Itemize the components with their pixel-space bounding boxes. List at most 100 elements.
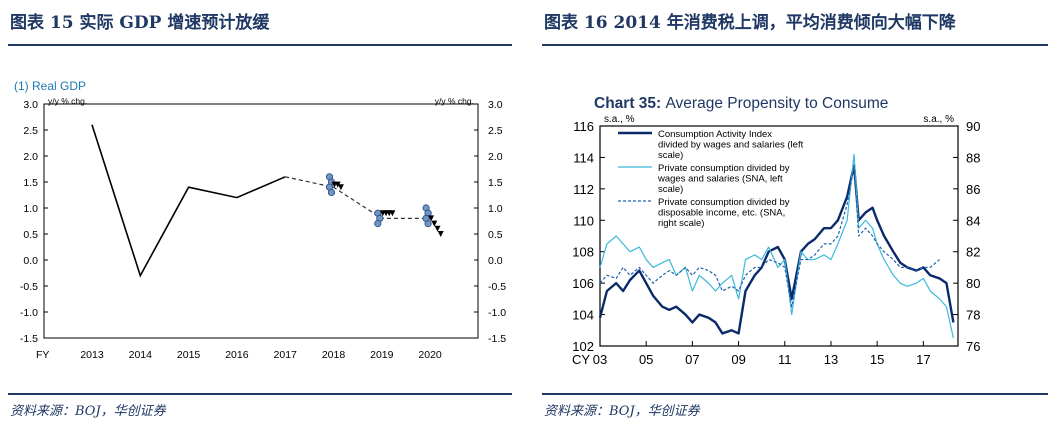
y-tick-label-left: 102 xyxy=(572,339,594,354)
y-tick-label-right: 88 xyxy=(966,150,980,165)
x-tick-label: 2019 xyxy=(370,349,394,361)
x-tick-label: 15 xyxy=(870,352,884,367)
left-source-note: 资料来源：BOJ，华创证券 xyxy=(10,404,166,419)
legend-entry-text: divided by wages and salaries (left xyxy=(658,140,804,151)
right-figure-panel: 图表 16 2014 年消费税上调，平均消费倾向大幅下降 Chart 35: A… xyxy=(534,0,1056,430)
x-tick-label: 07 xyxy=(685,352,699,367)
y-tick-label-left: 106 xyxy=(572,276,594,291)
right-top-rule xyxy=(542,44,1048,46)
y-tick-label-left: 3.0 xyxy=(23,99,38,111)
y-tick-label-left: 2.5 xyxy=(23,125,38,137)
y-tick-label-right: -1.5 xyxy=(488,333,506,345)
y-tick-label-right: 90 xyxy=(966,119,980,134)
legend-entry-text: right scale) xyxy=(658,218,704,229)
forecast-dot xyxy=(374,220,382,228)
plot-frame xyxy=(599,125,959,347)
y-tick-label-left: -0.5 xyxy=(20,281,38,293)
y-axis-label-left: y/y % chg. xyxy=(48,96,87,106)
chart-title: (1) Real GDP xyxy=(14,79,86,93)
right-figure-title: 图表 16 2014 年消费税上调，平均消费倾向大幅下降 xyxy=(544,13,956,33)
actual-gdp-line xyxy=(91,124,286,278)
y-tick-label-left: -1.5 xyxy=(20,333,38,345)
x-axis-label: CY xyxy=(572,352,590,367)
y-tick-label-right: 3.0 xyxy=(488,99,503,111)
forecast-triangle xyxy=(434,225,441,232)
y-tick-label-right: 84 xyxy=(966,213,980,228)
y-tick-label-left: 116 xyxy=(573,119,594,134)
legend-entry-text: Private consumption divided by xyxy=(658,197,790,208)
y-tick-label-right: -1.0 xyxy=(488,307,506,319)
y-tick-label-right: 1.5 xyxy=(488,177,503,189)
x-tick-label: 11 xyxy=(778,352,792,367)
y-tick-label-left: 2.0 xyxy=(23,151,38,163)
left-figure-panel: 图表 15 实际 GDP 增速预计放缓 (1) Real GDP y/y % ch… xyxy=(0,0,520,430)
y-axis-label-right: y/y % chg. xyxy=(435,96,474,106)
left-bottom-rule xyxy=(8,393,512,395)
y-axis-label-right: s.a., % xyxy=(923,114,954,125)
y-tick-label-right: 0.5 xyxy=(488,229,503,241)
x-tick-label: 13 xyxy=(824,352,838,367)
private-consumption-income-line xyxy=(599,164,940,308)
forecast-dot xyxy=(424,220,432,228)
x-tick-label: 2015 xyxy=(177,349,201,361)
legend-entry-text: Consumption Activity Index xyxy=(658,129,772,140)
legend-entry-text: Private consumption divided by xyxy=(658,163,790,174)
real-gdp-chart: (1) Real GDP y/y % chg. y/y % chg. 3.0 3.0 2.… xyxy=(14,79,506,361)
y-tick-label-right: 2.0 xyxy=(488,151,503,163)
y-tick-label-left: 1.0 xyxy=(23,203,38,215)
y-tick-label-left: 112 xyxy=(573,182,594,197)
x-tick-label: 2017 xyxy=(274,349,298,361)
forecast-triangle xyxy=(334,181,341,188)
y-tick-label-left: 108 xyxy=(572,245,594,260)
y-tick-label-right: 2.5 xyxy=(488,125,503,137)
plot-frame xyxy=(43,103,479,339)
x-tick-label: 03 xyxy=(593,352,607,367)
left-top-rule xyxy=(8,44,512,46)
y-tick-label-right: 76 xyxy=(966,339,980,354)
y-tick-label-right: 82 xyxy=(966,245,980,260)
chart-title: Chart 35: Average Propensity to Consume xyxy=(594,95,888,112)
y-axis-label-left: s.a., % xyxy=(604,114,635,125)
x-tick-label: 2014 xyxy=(129,349,153,361)
legend-entry-text: scale) xyxy=(658,150,683,161)
y-tick-label-right: 86 xyxy=(966,182,980,197)
forecast-triangle xyxy=(389,210,396,217)
y-tick-label-right: 78 xyxy=(966,308,980,323)
consumption-activity-line xyxy=(598,164,955,335)
y-tick-label-left: 110 xyxy=(573,213,594,228)
x-tick-label: 05 xyxy=(639,352,653,367)
right-bottom-rule xyxy=(542,393,1048,395)
left-figure-title: 图表 15 实际 GDP 增速预计放缓 xyxy=(10,13,270,33)
x-tick-label: 2013 xyxy=(80,349,104,361)
y-tick-label-left: 104 xyxy=(572,308,594,323)
forecast-median-line xyxy=(285,176,431,219)
legend-entry-text: wages and salaries (SNA, left xyxy=(657,174,783,185)
chart-title-text: Average Propensity to Consume xyxy=(666,95,889,112)
forecast-triangle xyxy=(337,184,344,191)
x-tick-label: 2016 xyxy=(225,349,249,361)
y-tick-label-left: 0.5 xyxy=(23,229,38,241)
propensity-to-consume-chart: Chart 35: Average Propensity to Consume s… xyxy=(572,95,980,367)
chart-title-prefix: Chart 35: xyxy=(594,95,666,112)
x-axis-label: FY xyxy=(36,349,49,361)
forecast-dot xyxy=(327,188,336,196)
forecast-triangle xyxy=(437,231,444,237)
x-tick-label: 09 xyxy=(731,352,745,367)
y-tick-label-right: -0.5 xyxy=(488,281,506,293)
legend-entry-text: scale) xyxy=(658,184,683,195)
y-tick-label-left: -1.0 xyxy=(20,307,38,319)
x-tick-label: 2018 xyxy=(322,349,346,361)
y-tick-label-right: 0.0 xyxy=(488,255,503,267)
private-consumption-wages-line xyxy=(599,153,954,339)
right-source-note: 资料来源：BOJ，华创证券 xyxy=(544,404,700,419)
y-tick-label-right: 80 xyxy=(966,276,980,291)
x-tick-label: 2020 xyxy=(418,349,442,361)
y-tick-label-left: 1.5 xyxy=(23,177,38,189)
y-tick-label-left: 0.0 xyxy=(23,255,38,267)
x-tick-label: 17 xyxy=(916,352,930,367)
y-tick-label-right: 1.0 xyxy=(488,203,503,215)
legend-entry-text: disposable income, etc. (SNA, xyxy=(658,208,785,219)
y-tick-label-left: 114 xyxy=(573,150,594,165)
forecast-triangle xyxy=(428,215,435,222)
forecast-triangle xyxy=(431,220,438,227)
